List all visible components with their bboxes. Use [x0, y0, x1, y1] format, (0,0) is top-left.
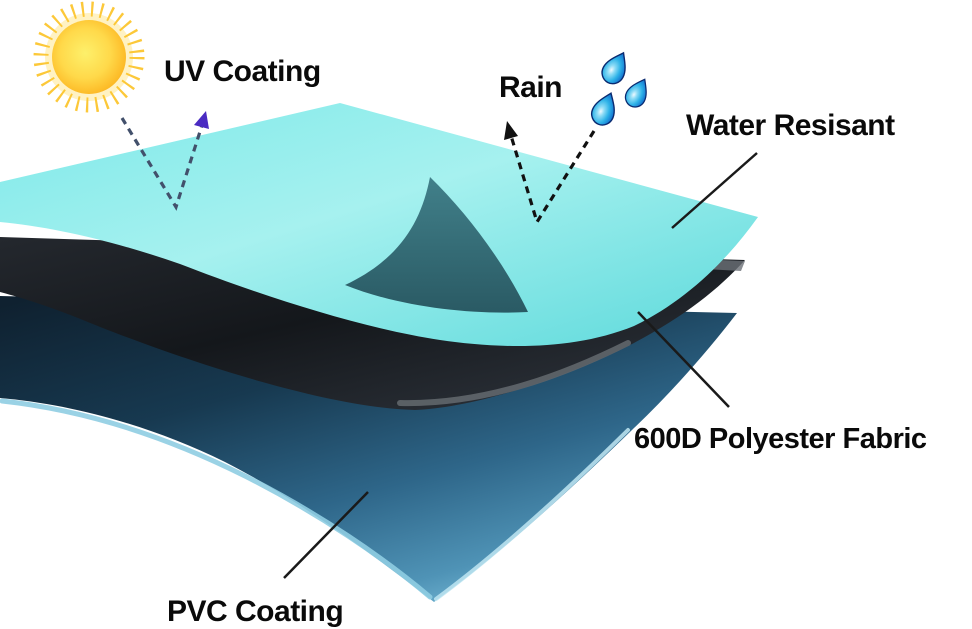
- uv-reflect-arrow: [120, 111, 209, 211]
- rain-arrow-head: [504, 121, 518, 140]
- raindrops-icon: [587, 47, 655, 130]
- uv-layer: [0, 103, 758, 347]
- uv-layer-fold-underside: [345, 177, 528, 313]
- label-pvc-coating: PVC Coating: [167, 595, 344, 628]
- pvc-leader-line: [283, 491, 369, 579]
- uv-arrow-head: [194, 111, 209, 129]
- sun-rays: [33, 1, 145, 113]
- polyester-layer-edge-stripe: [397, 340, 631, 407]
- label-water-resistant: Water Resisant: [686, 109, 895, 142]
- sun-icon: [33, 1, 145, 113]
- raindrop-icon: [621, 74, 655, 112]
- uv-arrow-dashed-line: [120, 117, 206, 211]
- water-resistant-leader-line: [671, 152, 758, 229]
- label-uv-coating: UV Coating: [164, 55, 321, 88]
- pvc-layer-right-edge-highlight: [434, 428, 630, 601]
- label-rain: Rain: [499, 71, 563, 104]
- raindrop-icon: [597, 47, 634, 89]
- rain-bounce-arrow: [504, 121, 596, 226]
- polyester-leader-line: [637, 311, 730, 408]
- sun-core: [52, 20, 126, 94]
- pvc-layer-left-edge-highlight: [0, 398, 433, 600]
- label-polyester-fabric: 600D Polyester Fabric: [634, 423, 927, 455]
- raindrop-icon: [587, 88, 622, 130]
